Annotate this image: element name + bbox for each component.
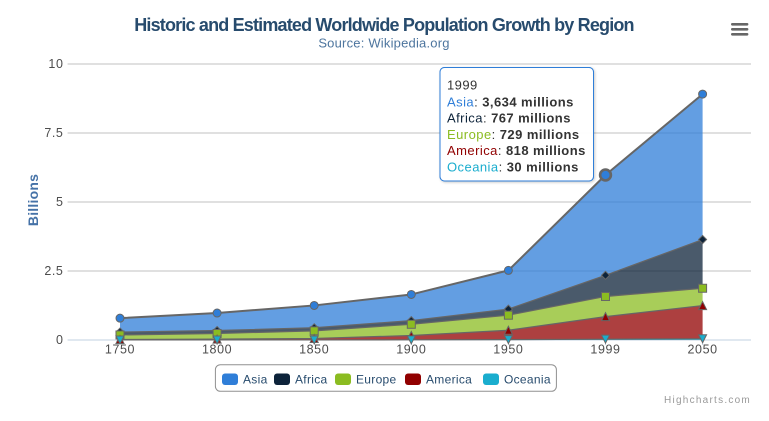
- svg-text:Europe: Europe: [356, 373, 397, 387]
- svg-text:1950: 1950: [493, 343, 523, 357]
- svg-text:America: 818 millions: America: 818 millions: [447, 143, 586, 158]
- svg-text:Europe: 729 millions: Europe: 729 millions: [447, 127, 580, 142]
- svg-text:1750: 1750: [105, 343, 135, 357]
- svg-text:Source: Wikipedia.org: Source: Wikipedia.org: [318, 36, 449, 51]
- svg-text:1999: 1999: [590, 343, 620, 357]
- svg-text:Asia: 3,634 millions: Asia: 3,634 millions: [447, 94, 574, 109]
- svg-text:Highcharts.com: Highcharts.com: [664, 395, 751, 406]
- svg-text:0: 0: [56, 333, 64, 347]
- svg-text:Africa: Africa: [295, 373, 327, 387]
- svg-text:1800: 1800: [202, 343, 232, 357]
- svg-text:2.5: 2.5: [44, 264, 63, 278]
- svg-text:1999: 1999: [447, 77, 478, 92]
- svg-text:Oceania: 30 millions: Oceania: 30 millions: [447, 160, 579, 175]
- svg-text:10: 10: [48, 57, 63, 71]
- svg-text:1850: 1850: [299, 343, 329, 357]
- svg-text:2050: 2050: [687, 343, 717, 357]
- svg-text:Africa: 767 millions: Africa: 767 millions: [447, 111, 571, 126]
- svg-text:1900: 1900: [396, 343, 426, 357]
- svg-text:5: 5: [56, 195, 64, 209]
- svg-text:Oceania: Oceania: [504, 373, 551, 387]
- svg-text:America: America: [426, 373, 472, 387]
- svg-text:7.5: 7.5: [44, 126, 63, 140]
- svg-text:Billions: Billions: [25, 174, 41, 226]
- svg-text:Asia: Asia: [243, 373, 268, 387]
- svg-text:Historic and Estimated Worldwi: Historic and Estimated Worldwide Populat…: [134, 15, 634, 35]
